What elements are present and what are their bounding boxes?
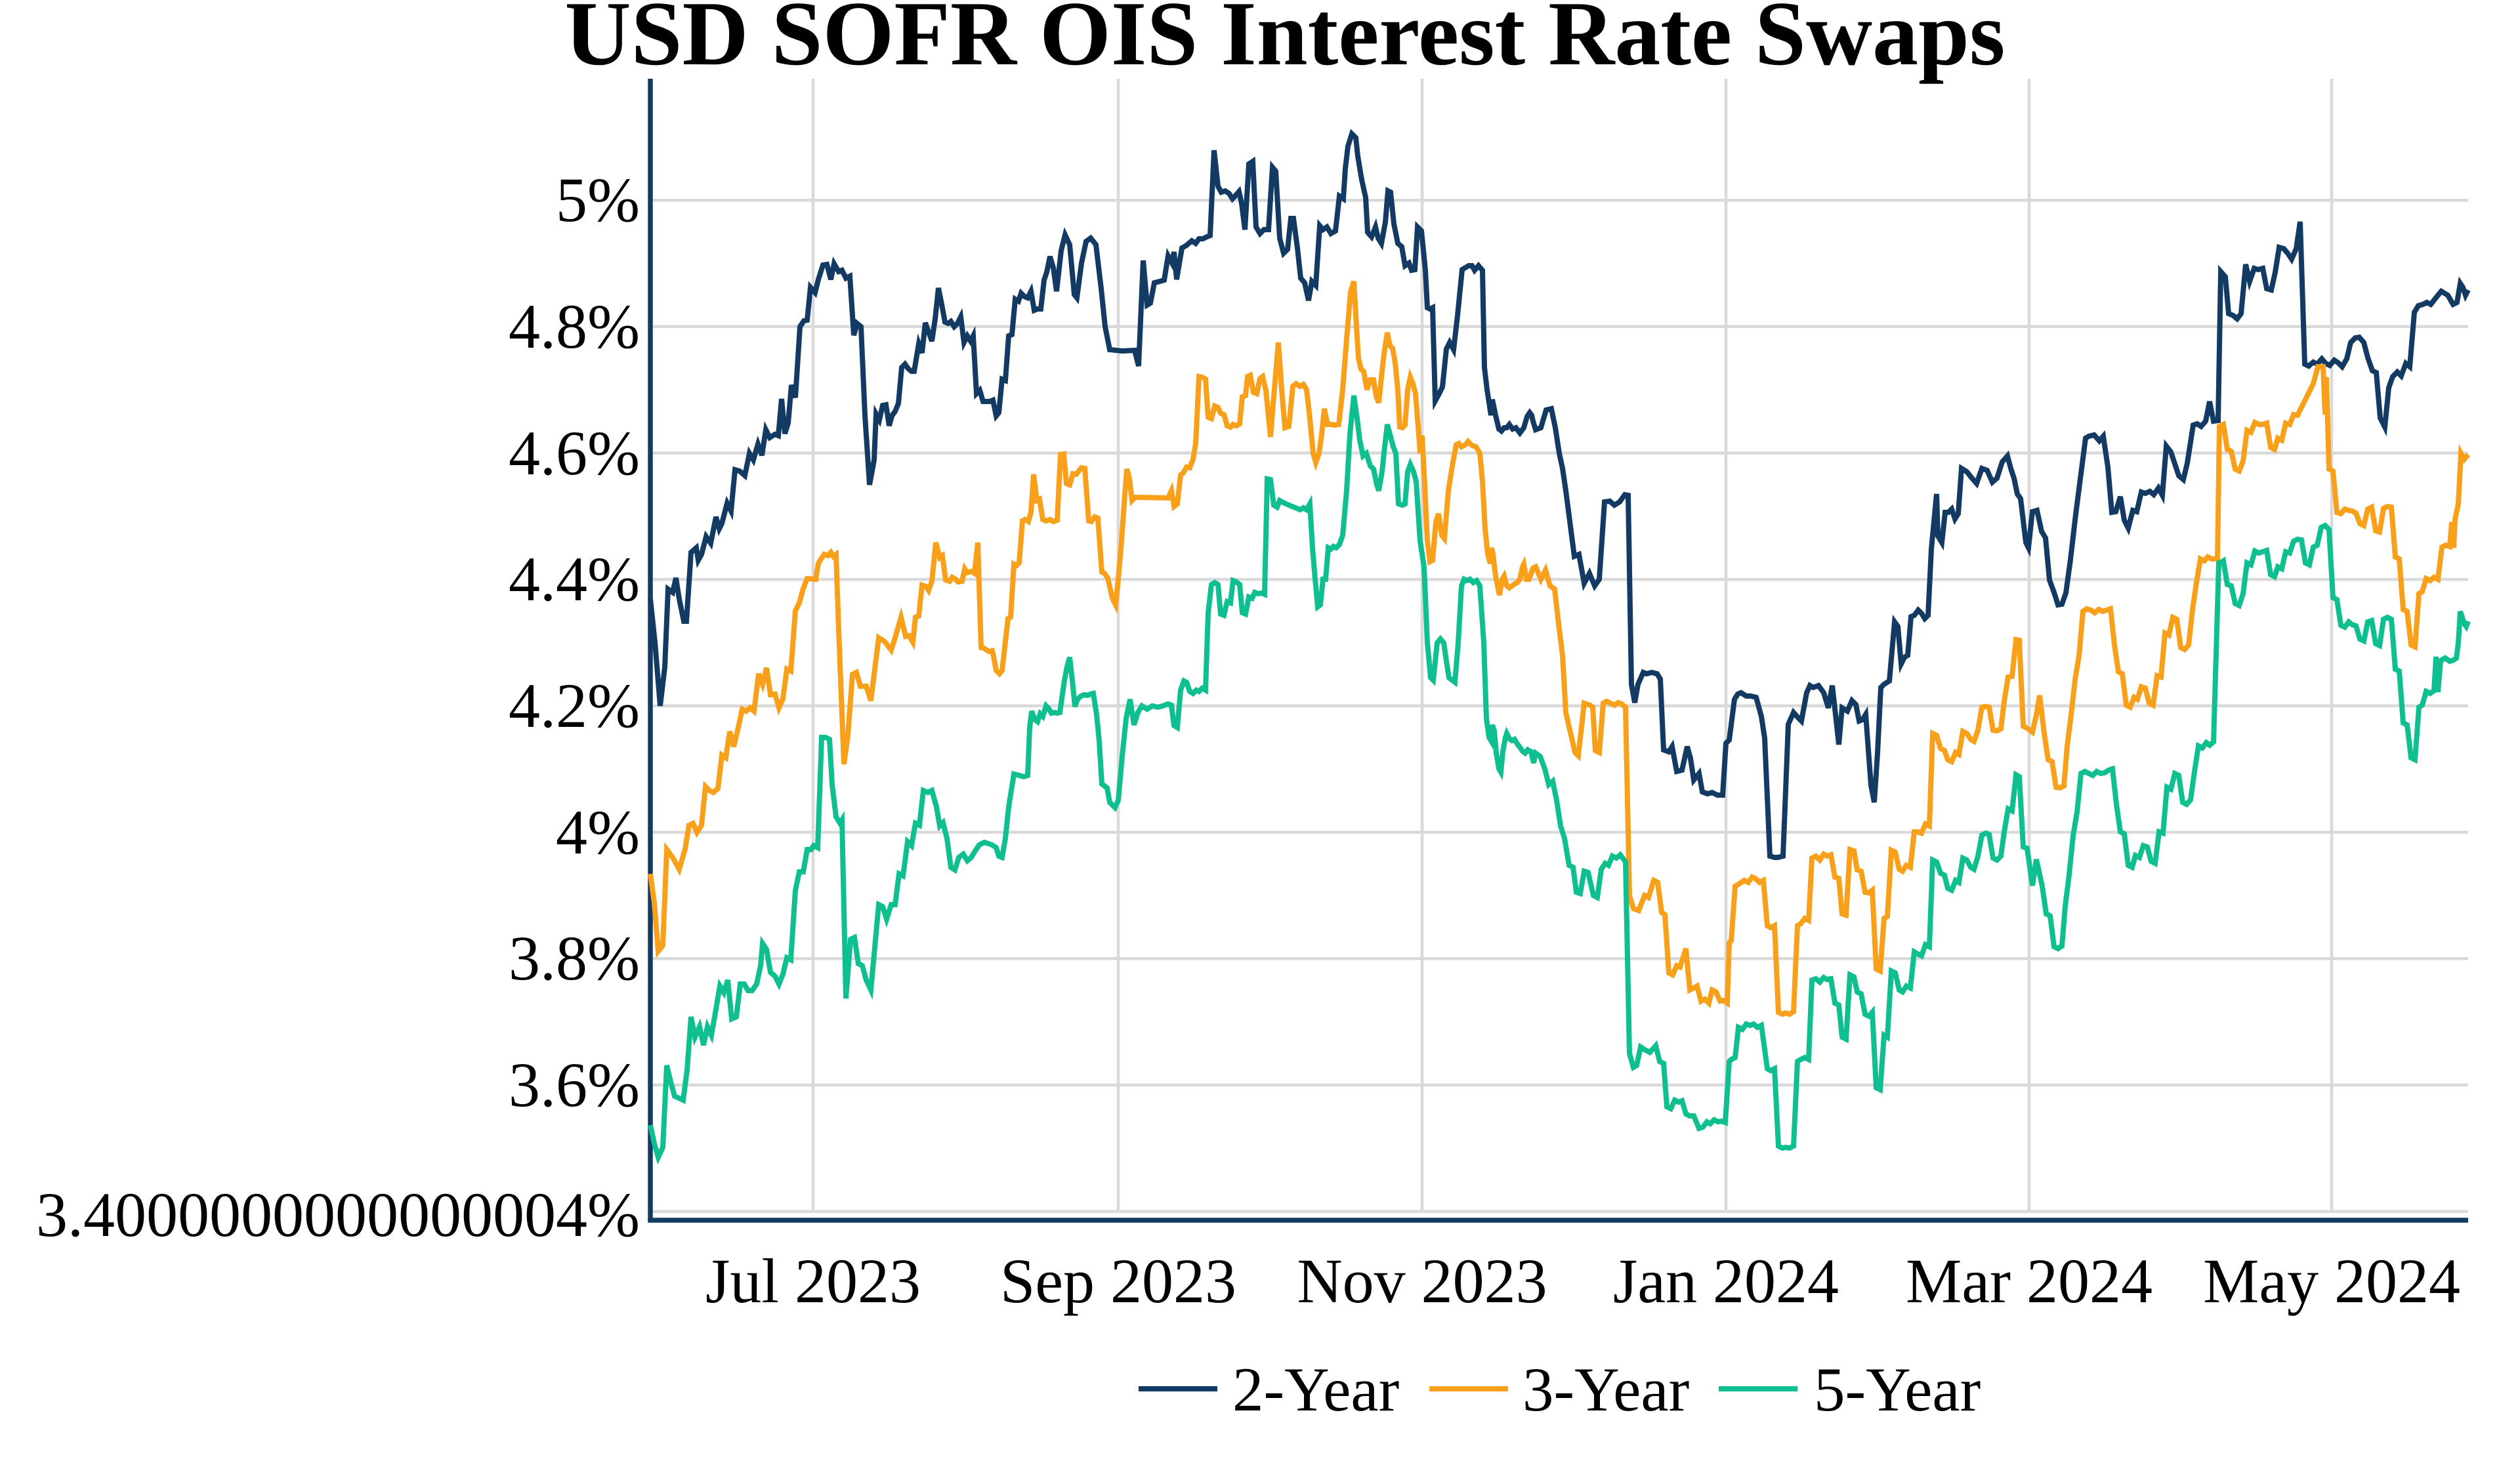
svg-text:USD SOFR OIS Interest Rate Swa: USD SOFR OIS Interest Rate Swaps (565, 0, 2006, 85)
svg-text:5-Year: 5-Year (1814, 1355, 1981, 1424)
svg-text:3.6%: 3.6% (509, 1050, 640, 1120)
svg-text:4.2%: 4.2% (509, 670, 640, 741)
svg-text:3.8%: 3.8% (509, 923, 640, 993)
svg-text:2-Year: 2-Year (1232, 1355, 1399, 1424)
svg-text:3.4000000000000004%: 3.4000000000000004% (36, 1180, 640, 1250)
svg-text:5%: 5% (556, 165, 640, 235)
svg-text:4.6%: 4.6% (509, 418, 640, 488)
svg-text:3-Year: 3-Year (1522, 1355, 1689, 1424)
svg-text:Jan 2024: Jan 2024 (1613, 1246, 1839, 1316)
svg-text:4%: 4% (556, 797, 640, 867)
svg-text:Nov 2023: Nov 2023 (1297, 1246, 1547, 1316)
svg-text:Sep 2023: Sep 2023 (1000, 1246, 1236, 1316)
svg-text:Mar 2024: Mar 2024 (1906, 1246, 2152, 1316)
svg-text:4.4%: 4.4% (509, 544, 640, 614)
svg-text:Jul 2023: Jul 2023 (705, 1246, 921, 1316)
svg-text:4.8%: 4.8% (509, 291, 640, 361)
svg-text:May 2024: May 2024 (2203, 1246, 2460, 1316)
